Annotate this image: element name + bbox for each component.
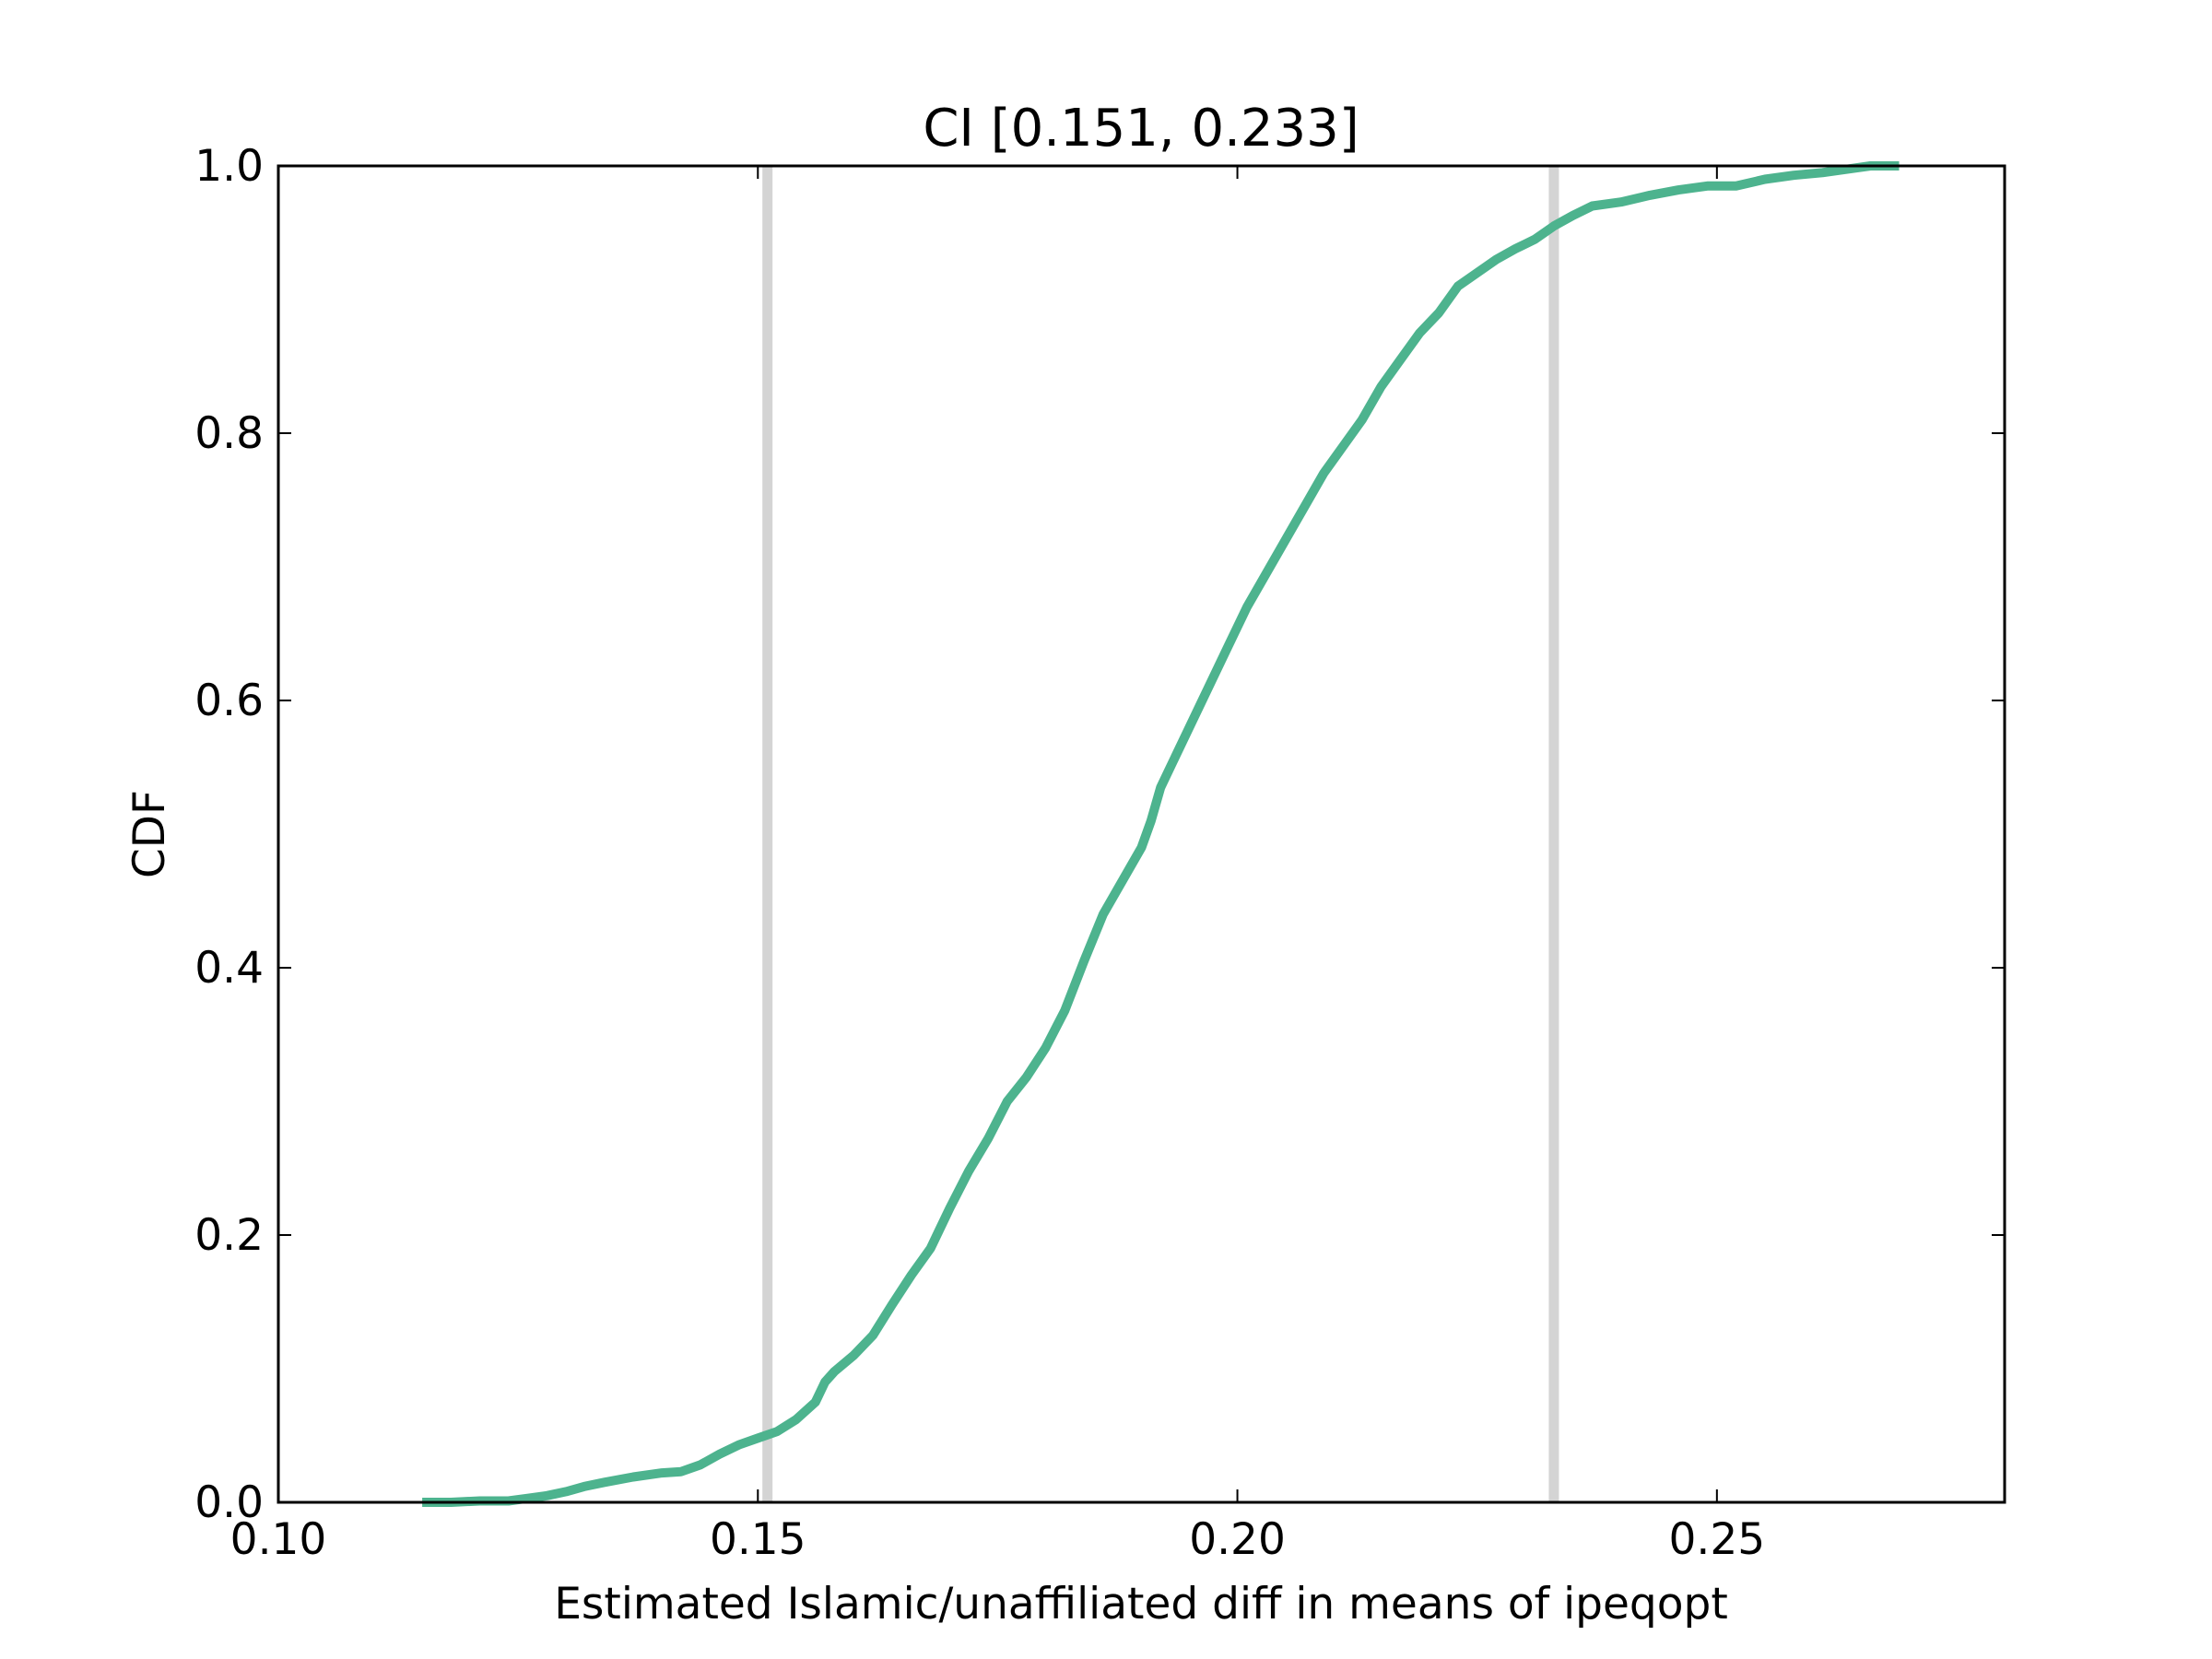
- y-tick-label: 1.0: [194, 141, 264, 192]
- cdf-series-line-0: [422, 161, 1900, 1507]
- y-tick-label: 0.4: [194, 943, 264, 994]
- x-axis-label: Estimated Islamic/unaffiliated diff in m…: [554, 1579, 1728, 1630]
- x-tick-label: 0.10: [230, 1514, 327, 1565]
- x-tick-label: 0.20: [1189, 1514, 1286, 1565]
- y-tick-label: 0.6: [194, 676, 264, 726]
- y-tick-label: 0.2: [194, 1210, 264, 1261]
- chart-title: CI [0.151, 0.233]: [923, 99, 1359, 159]
- y-tick-label: 0.8: [194, 408, 264, 459]
- x-tick-label: 0.15: [710, 1514, 806, 1565]
- x-axis: 0.10 0.15 0.20 0.25: [230, 166, 1765, 1565]
- y-tick-label: 0.0: [194, 1477, 264, 1528]
- plot-frame: [276, 164, 2006, 1504]
- y-axis-label: CDF: [124, 790, 175, 878]
- x-tick-label: 0.25: [1669, 1514, 1766, 1565]
- y-axis: 0.0 0.2 0.4 0.6 0.8 1.0: [194, 141, 2005, 1528]
- confidence-interval-lines: [762, 166, 1559, 1502]
- series-layer: [422, 161, 1900, 1507]
